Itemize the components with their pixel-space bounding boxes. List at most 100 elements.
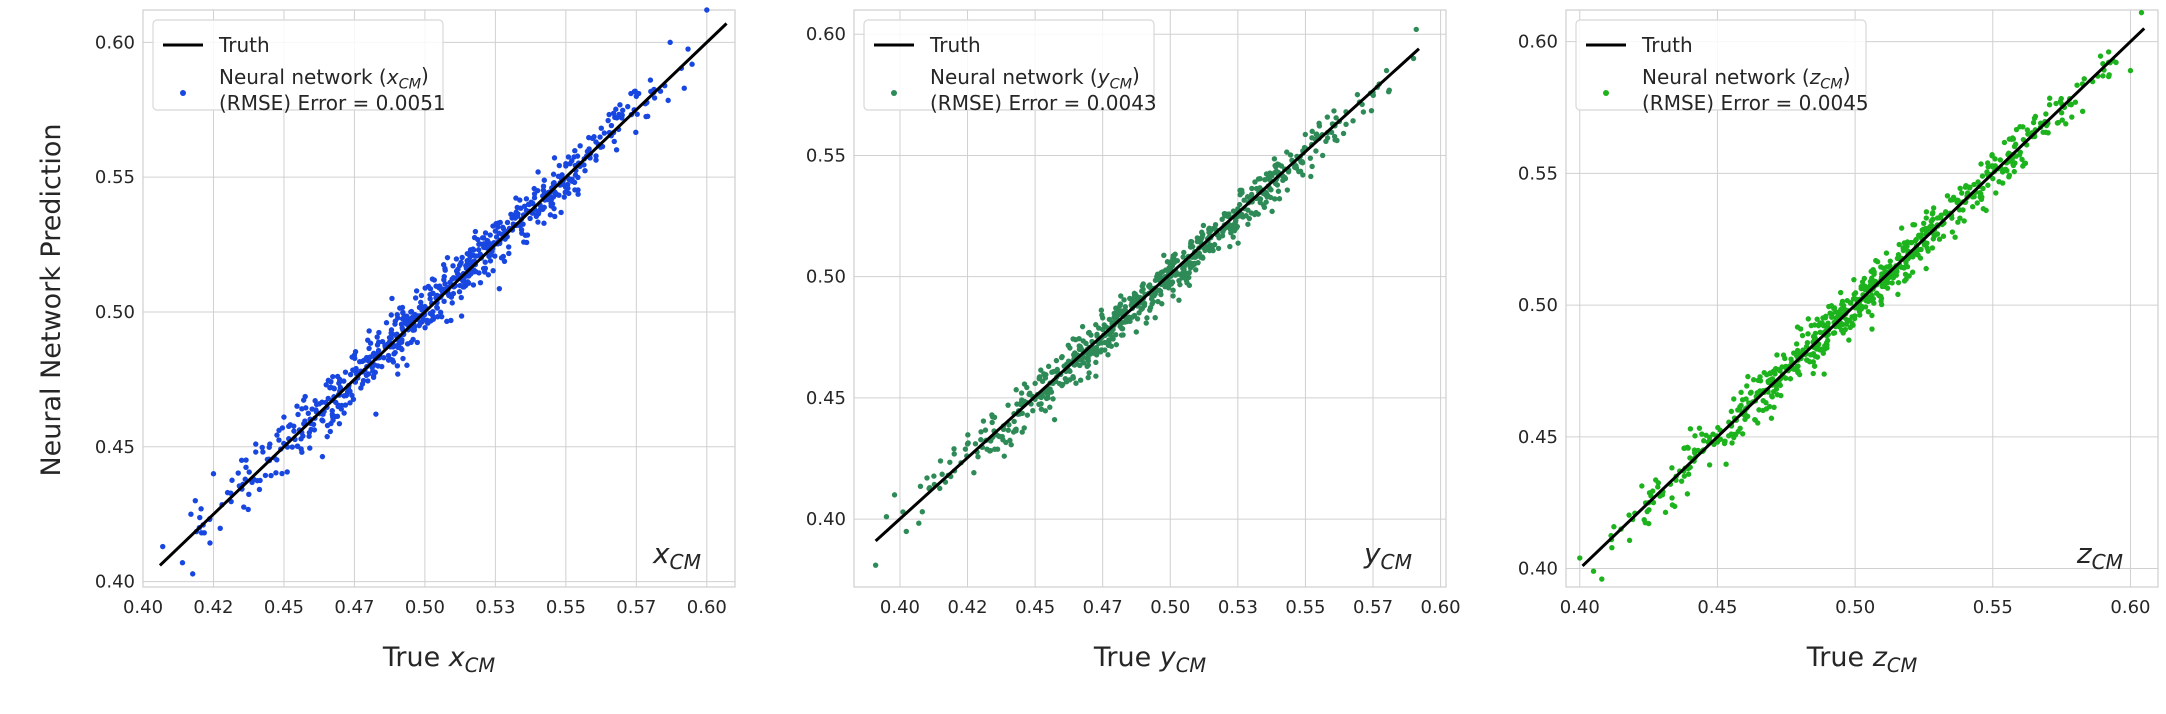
data-point [1324, 114, 1331, 120]
data-point [552, 213, 558, 220]
data-point [325, 395, 331, 402]
data-point [685, 46, 691, 52]
data-point [1275, 188, 1282, 194]
data-point [430, 313, 436, 319]
data-point [1831, 305, 1838, 311]
data-point [373, 411, 379, 417]
data-point [1013, 428, 1019, 434]
data-point [1810, 370, 1816, 377]
legend-box [863, 19, 1155, 111]
data-point [1960, 207, 1966, 213]
data-point [1984, 160, 1991, 166]
data-point [1978, 161, 1984, 167]
data-point [2079, 108, 2086, 115]
data-point [540, 183, 547, 189]
y-tick-label: 0.45 [806, 388, 846, 409]
data-point [1236, 201, 1243, 208]
data-point [978, 437, 984, 443]
data-point [458, 294, 464, 301]
data-point [1851, 276, 1857, 283]
data-point [457, 261, 464, 267]
data-point [1804, 340, 1811, 346]
data-point [1113, 331, 1119, 338]
data-point [1013, 387, 1019, 393]
data-point [245, 506, 251, 513]
data-point [2030, 119, 2037, 126]
data-point [294, 443, 301, 449]
data-point [593, 153, 599, 159]
data-point [613, 147, 620, 153]
data-point [1979, 194, 1985, 200]
data-point [980, 418, 987, 424]
data-point [1930, 205, 1937, 211]
data-point [1925, 248, 1931, 254]
data-point [1737, 406, 1743, 412]
data-point [1202, 247, 1208, 254]
data-point [548, 196, 555, 202]
x-tick-label: 0.50 [1150, 597, 1190, 618]
data-point [1036, 375, 1042, 382]
data-point [1271, 196, 1278, 202]
data-point [514, 204, 520, 211]
data-point [572, 172, 579, 178]
legend-rmse-label: (RMSE) Error = 0.0051 [219, 91, 446, 115]
data-point [323, 382, 329, 388]
panel-annotation: xCM [652, 537, 701, 574]
data-point [1241, 197, 1247, 203]
data-point [325, 377, 332, 384]
data-point [414, 339, 421, 346]
y-tick-label: 0.60 [95, 32, 135, 53]
data-point [374, 334, 380, 340]
data-point [510, 214, 517, 220]
data-point [371, 350, 377, 356]
data-point [1913, 236, 1920, 243]
x-tick-label: 0.47 [1083, 597, 1123, 618]
data-point [454, 270, 461, 277]
data-point [562, 189, 568, 195]
data-point [521, 239, 527, 245]
data-point [2054, 120, 2061, 126]
data-point [1302, 131, 1309, 138]
data-point [1810, 359, 1817, 365]
data-point [1230, 208, 1237, 214]
data-point [548, 203, 554, 209]
legend: Truth Neural network (xCM)(RMSE) Error = … [152, 19, 446, 115]
data-point [1180, 254, 1186, 260]
data-point [243, 464, 249, 471]
data-point [449, 300, 455, 306]
data-point [1085, 351, 1092, 357]
data-point [1611, 524, 1617, 530]
data-point [1136, 310, 1142, 316]
data-point [1745, 373, 1751, 380]
data-point [320, 411, 326, 417]
data-point [1812, 330, 1819, 337]
x-tick-label: 0.53 [1218, 597, 1258, 618]
data-point [289, 444, 295, 450]
data-point [319, 417, 325, 423]
x-tick-label: 0.45 [1697, 597, 1737, 618]
x-tick-label: 0.53 [475, 597, 515, 618]
data-point [1626, 512, 1632, 518]
data-point [2006, 150, 2012, 156]
data-point [2017, 123, 2023, 130]
data-point [1756, 407, 1762, 413]
data-point [2100, 73, 2106, 79]
data-point [493, 220, 499, 227]
data-point [1119, 308, 1125, 314]
data-point [1895, 279, 1902, 286]
y-tick-label: 0.50 [806, 267, 846, 288]
data-point [352, 349, 359, 355]
data-point [1985, 182, 1991, 188]
data-point [625, 103, 631, 110]
data-point [1918, 232, 1925, 238]
data-point [496, 285, 503, 292]
data-point [1343, 121, 1349, 128]
data-point [2032, 113, 2039, 120]
data-point [1206, 226, 1212, 232]
data-point [1350, 118, 1356, 124]
data-point [1812, 353, 1818, 359]
data-point [217, 525, 223, 531]
data-point [1662, 509, 1669, 516]
data-point [1807, 352, 1814, 358]
